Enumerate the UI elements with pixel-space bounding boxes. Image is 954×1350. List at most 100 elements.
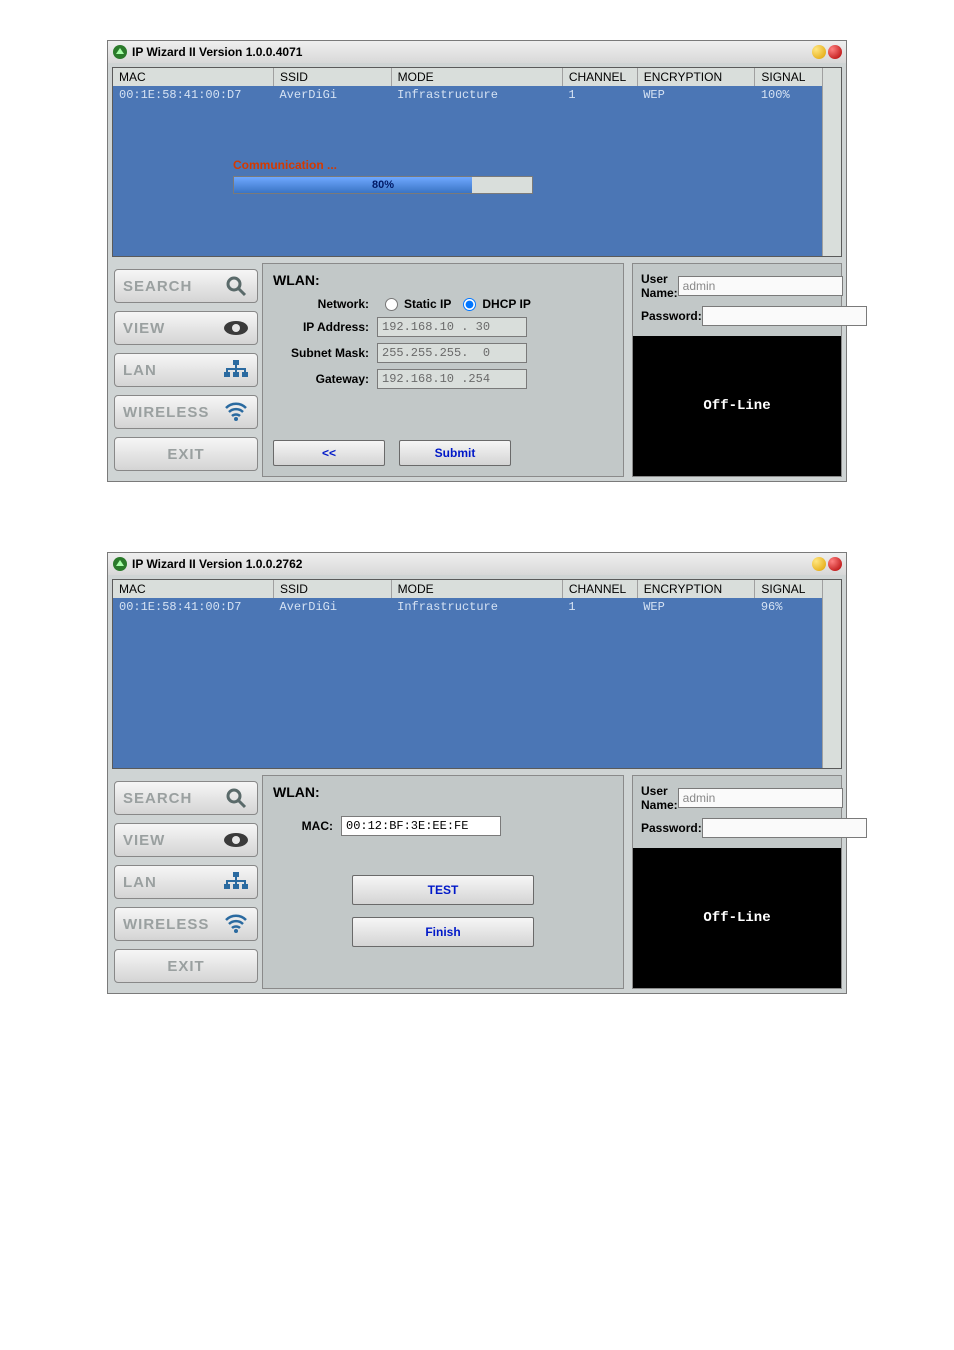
- side-menu: SEARCH VIEW LAN: [112, 775, 262, 989]
- mac-field[interactable]: [341, 816, 501, 836]
- wizard-window-1: IP Wizard II Version 1.0.0.4071 MAC SSID…: [107, 40, 847, 482]
- auth-panel: User Name: Password: Off-Line: [632, 775, 842, 989]
- network-label: Network:: [273, 297, 369, 311]
- eye-icon: [223, 317, 249, 339]
- search-label: SEARCH: [123, 790, 192, 807]
- device-table: MAC SSID MODE CHANNEL ENCRYPTION SIGNAL …: [113, 68, 841, 104]
- table-header-row: MAC SSID MODE CHANNEL ENCRYPTION SIGNAL: [113, 68, 841, 86]
- eye-icon: [223, 829, 249, 851]
- status-text: Off-Line: [703, 398, 770, 414]
- col-encryption[interactable]: ENCRYPTION: [637, 580, 755, 598]
- mac-label: MAC:: [273, 819, 333, 833]
- password-field[interactable]: [702, 306, 867, 326]
- wireless-label: WIRELESS: [123, 916, 209, 933]
- window-title: IP Wizard II Version 1.0.0.4071: [132, 45, 302, 59]
- back-button[interactable]: <<: [273, 440, 385, 466]
- cell-ssid: AverDiGi: [273, 598, 391, 616]
- wlan-config-panel: WLAN: MAC: TEST Finish: [262, 775, 624, 989]
- search-icon: [223, 275, 249, 297]
- minimize-icon[interactable]: [812, 45, 826, 59]
- username-field[interactable]: [678, 788, 843, 808]
- search-button[interactable]: SEARCH: [114, 269, 258, 303]
- progress-panel: Communication ... 80%: [233, 158, 533, 194]
- search-label: SEARCH: [123, 278, 192, 295]
- table-row[interactable]: 00:1E:58:41:00:D7 AverDiGi Infrastructur…: [113, 598, 841, 616]
- cell-mode: Infrastructure: [391, 598, 562, 616]
- static-ip-label: Static IP: [404, 297, 451, 311]
- col-ssid[interactable]: SSID: [273, 68, 391, 86]
- side-menu: SEARCH VIEW LAN: [112, 263, 262, 477]
- username-field[interactable]: [678, 276, 843, 296]
- dhcp-ip-label: DHCP IP: [482, 297, 530, 311]
- password-label: Password:: [641, 821, 702, 835]
- col-mode[interactable]: MODE: [391, 68, 562, 86]
- vertical-scrollbar[interactable]: [822, 68, 841, 256]
- wlan-config-panel: WLAN: Network: Static IP DHCP IP IP Addr…: [262, 263, 624, 477]
- app-icon: [112, 44, 128, 60]
- view-button[interactable]: VIEW: [114, 823, 258, 857]
- col-channel[interactable]: CHANNEL: [562, 68, 637, 86]
- close-icon[interactable]: [828, 557, 842, 571]
- subnet-label: Subnet Mask:: [273, 346, 369, 360]
- dhcp-ip-radio[interactable]: [463, 298, 476, 311]
- wireless-icon: [223, 913, 249, 935]
- gateway-field[interactable]: [377, 369, 527, 389]
- submit-button[interactable]: Submit: [399, 440, 511, 466]
- exit-button[interactable]: EXIT: [114, 437, 258, 471]
- ip-address-field[interactable]: [377, 317, 527, 337]
- col-mac[interactable]: MAC: [113, 580, 273, 598]
- lan-button[interactable]: LAN: [114, 865, 258, 899]
- col-channel[interactable]: CHANNEL: [562, 580, 637, 598]
- titlebar: IP Wizard II Version 1.0.0.4071: [108, 41, 846, 63]
- wireless-button[interactable]: WIRELESS: [114, 395, 258, 429]
- cell-mac: 00:1E:58:41:00:D7: [113, 86, 273, 104]
- cell-channel: 1: [562, 598, 637, 616]
- wizard-window-2: IP Wizard II Version 1.0.0.2762 MAC SSID…: [107, 552, 847, 994]
- cell-encryption: WEP: [637, 598, 755, 616]
- device-table: MAC SSID MODE CHANNEL ENCRYPTION SIGNAL …: [113, 580, 841, 616]
- col-ssid[interactable]: SSID: [273, 580, 391, 598]
- col-mac[interactable]: MAC: [113, 68, 273, 86]
- cell-encryption: WEP: [637, 86, 755, 104]
- device-table-area: MAC SSID MODE CHANNEL ENCRYPTION SIGNAL …: [112, 67, 842, 257]
- password-label: Password:: [641, 309, 702, 323]
- col-mode[interactable]: MODE: [391, 580, 562, 598]
- lan-button[interactable]: LAN: [114, 353, 258, 387]
- test-button[interactable]: TEST: [352, 875, 534, 905]
- window-title: IP Wizard II Version 1.0.0.2762: [132, 557, 302, 571]
- status-text: Off-Line: [703, 910, 770, 926]
- cell-mac: 00:1E:58:41:00:D7: [113, 598, 273, 616]
- lan-label: LAN: [123, 362, 157, 379]
- status-display: Off-Line: [633, 336, 841, 476]
- vertical-scrollbar[interactable]: [822, 580, 841, 768]
- progress-label: Communication ...: [233, 158, 533, 172]
- table-row[interactable]: 00:1E:58:41:00:D7 AverDiGi Infrastructur…: [113, 86, 841, 104]
- view-label: VIEW: [123, 320, 165, 337]
- cell-mode: Infrastructure: [391, 86, 562, 104]
- app-icon: [112, 556, 128, 572]
- exit-button[interactable]: EXIT: [114, 949, 258, 983]
- username-label: User Name:: [641, 784, 678, 812]
- ip-label: IP Address:: [273, 320, 369, 334]
- subnet-mask-field[interactable]: [377, 343, 527, 363]
- table-header-row: MAC SSID MODE CHANNEL ENCRYPTION SIGNAL: [113, 580, 841, 598]
- wireless-button[interactable]: WIRELESS: [114, 907, 258, 941]
- progress-bar: 80%: [233, 176, 533, 194]
- minimize-icon[interactable]: [812, 557, 826, 571]
- auth-panel: User Name: Password: Off-Line: [632, 263, 842, 477]
- password-field[interactable]: [702, 818, 867, 838]
- finish-button[interactable]: Finish: [352, 917, 534, 947]
- search-button[interactable]: SEARCH: [114, 781, 258, 815]
- cell-ssid: AverDiGi: [273, 86, 391, 104]
- col-encryption[interactable]: ENCRYPTION: [637, 68, 755, 86]
- static-ip-radio[interactable]: [385, 298, 398, 311]
- progress-text: 80%: [234, 177, 532, 193]
- wlan-heading: WLAN:: [273, 784, 613, 800]
- cell-channel: 1: [562, 86, 637, 104]
- lan-icon: [223, 871, 249, 893]
- wlan-heading: WLAN:: [273, 272, 613, 288]
- close-icon[interactable]: [828, 45, 842, 59]
- exit-label: EXIT: [167, 446, 204, 463]
- view-button[interactable]: VIEW: [114, 311, 258, 345]
- wireless-icon: [223, 401, 249, 423]
